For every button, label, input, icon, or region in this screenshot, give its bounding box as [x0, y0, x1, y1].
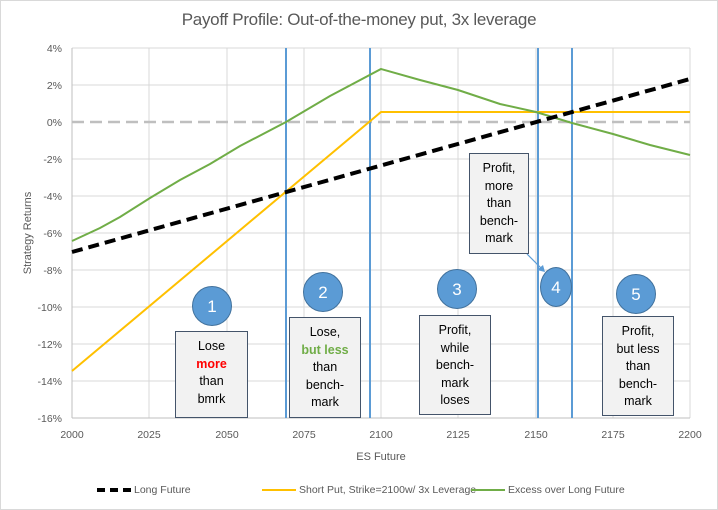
svg-text:2000: 2000	[60, 429, 84, 441]
svg-text:2%: 2%	[47, 80, 62, 92]
callout-text: but less	[616, 341, 660, 356]
callout-text: than	[625, 359, 651, 373]
callout-text: mark	[624, 394, 652, 408]
svg-text:-14%: -14%	[37, 376, 62, 388]
callout-text: mark	[485, 231, 513, 245]
svg-text:-12%: -12%	[37, 339, 62, 351]
svg-text:2125: 2125	[446, 429, 470, 441]
callout-text: bmrk	[197, 391, 226, 406]
svg-text:-4%: -4%	[43, 191, 62, 203]
callout-text: more	[484, 178, 514, 193]
svg-text:-8%: -8%	[43, 265, 62, 277]
legend-item-short-put: Short Put, Strike=2100w/ 3x Leverage	[262, 484, 476, 496]
svg-text:-6%: -6%	[43, 228, 62, 240]
dashed-line-swatch-icon	[97, 488, 131, 492]
series-excess	[71, 67, 691, 242]
arrow-head-icon	[537, 265, 545, 272]
legend-label: Long Future	[134, 484, 191, 496]
callout-text: bench-	[479, 213, 519, 228]
green-line-swatch-icon	[471, 489, 505, 491]
callout-text: loses	[440, 393, 470, 407]
legend-label: Excess over Long Future	[508, 484, 625, 496]
series-long-future	[71, 77, 691, 254]
svg-text:-10%: -10%	[37, 302, 62, 314]
zone-4-callout: Profit, more than bench- mark	[469, 153, 529, 254]
zone-5-badge: 5	[616, 274, 656, 314]
svg-text:-2%: -2%	[43, 154, 62, 166]
x-tick-labels: 2000 2025 2050 2075 2100 2125 2150 2175 …	[60, 429, 702, 441]
callout-text: while	[440, 340, 470, 355]
callout-text-emphasis: but less	[301, 342, 349, 357]
zone-4-badge: 4	[540, 267, 572, 307]
zone-2-callout: Lose, but less than bench- mark	[289, 317, 361, 418]
y-tick-labels: 4% 2% 0% -2% -4% -6% -8% -10% -12% -14% …	[37, 43, 62, 425]
zone-3-callout: Profit, while bench- mark loses	[419, 315, 491, 415]
yellow-line-swatch-icon	[262, 489, 296, 491]
callout-text: bench-	[305, 377, 345, 392]
legend-label: Short Put, Strike=2100w/ 3x Leverage	[299, 484, 477, 496]
svg-text:0%: 0%	[47, 117, 62, 129]
series-short-put	[71, 111, 690, 372]
zone-1-callout: Lose more than bmrk	[175, 331, 248, 418]
x-axis-title: ES Future	[356, 451, 406, 463]
callout-text: than	[312, 360, 338, 374]
svg-text:2050: 2050	[215, 429, 239, 441]
svg-text:2150: 2150	[524, 429, 548, 441]
callout-text: bench-	[435, 358, 475, 372]
legend-item-excess: Excess over Long Future	[471, 484, 625, 496]
callout-text: bench-	[618, 376, 658, 391]
svg-text:-16%: -16%	[37, 413, 62, 425]
y-axis-title: Strategy Returns	[22, 191, 34, 274]
zone-2-badge: 2	[303, 272, 343, 312]
svg-text:2200: 2200	[678, 429, 702, 441]
callout-text: Profit,	[621, 324, 655, 338]
vertical-markers	[285, 48, 573, 418]
callout-text: Profit,	[438, 323, 472, 337]
callout-text: Profit,	[482, 161, 516, 175]
zone-5-callout: Profit, but less than bench- mark	[602, 316, 674, 416]
svg-text:2025: 2025	[137, 429, 161, 441]
svg-text:2175: 2175	[601, 429, 625, 441]
zone-3-badge: 3	[437, 269, 477, 309]
legend-item-long-future: Long Future	[97, 484, 191, 496]
callout-text: than	[199, 374, 224, 388]
callout-text: Lose,	[309, 325, 341, 339]
svg-text:4%: 4%	[47, 43, 62, 55]
svg-text:2100: 2100	[369, 429, 393, 441]
chart-title: Payoff Profile: Out-of-the-money put, 3x…	[181, 10, 537, 29]
callout-text: mark	[311, 395, 339, 409]
callout-text: Lose	[197, 339, 226, 353]
svg-text:2075: 2075	[292, 429, 316, 441]
callout-text: than	[486, 196, 512, 210]
callout-text-emphasis: more	[196, 356, 227, 371]
callout-text: mark	[441, 375, 469, 390]
zone-1-badge: 1	[192, 286, 232, 326]
